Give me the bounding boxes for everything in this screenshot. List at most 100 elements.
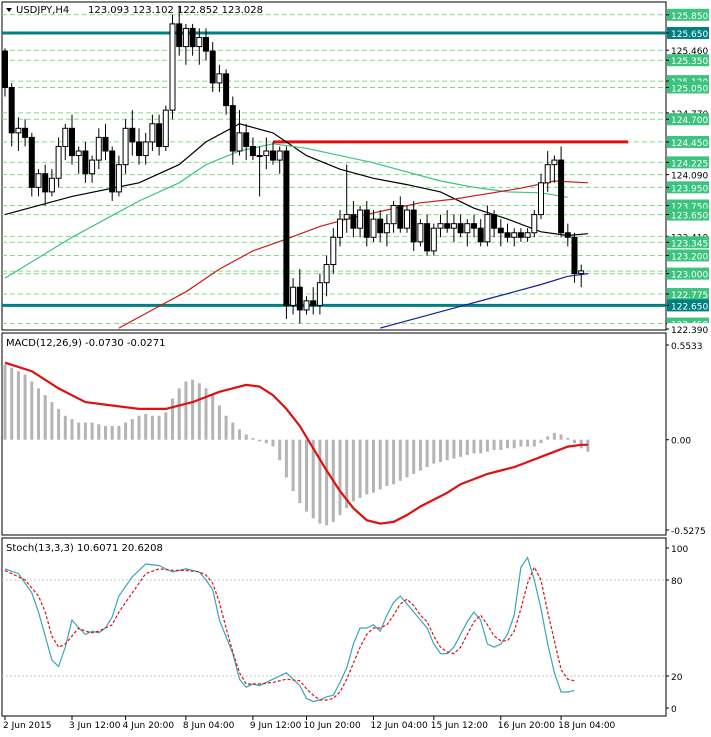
- candle[interactable]: [270, 150, 276, 161]
- candle[interactable]: [397, 205, 404, 229]
- candle[interactable]: [491, 214, 498, 229]
- candle[interactable]: [15, 127, 22, 134]
- macd-histogram-bar: [238, 429, 241, 440]
- candle[interactable]: [524, 232, 531, 238]
- candle[interactable]: [578, 270, 585, 275]
- candle[interactable]: [243, 132, 250, 147]
- candle[interactable]: [102, 136, 109, 152]
- candle[interactable]: [62, 127, 69, 147]
- dropdown-triangle-icon[interactable]: [6, 8, 12, 12]
- candle[interactable]: [236, 132, 243, 152]
- candle[interactable]: [404, 209, 410, 229]
- candle[interactable]: [343, 214, 350, 220]
- candle[interactable]: [571, 236, 578, 275]
- candle[interactable]: [437, 223, 444, 229]
- candle[interactable]: [517, 232, 524, 238]
- candle[interactable]: [115, 164, 122, 193]
- candle[interactable]: [316, 282, 323, 306]
- candle[interactable]: [350, 214, 357, 229]
- candle[interactable]: [330, 236, 337, 266]
- candle[interactable]: [136, 141, 142, 157]
- candle[interactable]: [55, 145, 62, 179]
- candle[interactable]: [216, 73, 223, 84]
- candle[interactable]: [290, 286, 297, 306]
- macd-histogram-bar: [157, 415, 161, 440]
- candle[interactable]: [169, 23, 176, 111]
- candle[interactable]: [28, 136, 35, 188]
- candle[interactable]: [558, 159, 565, 234]
- candle[interactable]: [162, 109, 169, 147]
- candle[interactable]: [303, 300, 310, 311]
- macd-histogram-bar: [372, 439, 375, 493]
- macd-histogram-bar: [559, 434, 563, 440]
- price-tick-label: 125.650: [671, 30, 708, 40]
- candle[interactable]: [323, 264, 330, 284]
- macd-histogram-bar: [539, 439, 543, 444]
- candle[interactable]: [430, 227, 437, 252]
- candle[interactable]: [69, 127, 75, 157]
- candle[interactable]: [35, 173, 42, 188]
- candle[interactable]: [109, 150, 116, 193]
- candle[interactable]: [209, 50, 216, 84]
- candle[interactable]: [357, 209, 364, 229]
- candle[interactable]: [95, 136, 102, 161]
- candle[interactable]: [229, 105, 236, 152]
- candle[interactable]: [484, 214, 491, 243]
- macd-histogram-bar: [217, 405, 221, 440]
- candle[interactable]: [276, 150, 283, 161]
- candle[interactable]: [129, 127, 136, 143]
- candle[interactable]: [551, 159, 558, 166]
- candle[interactable]: [122, 127, 129, 166]
- candle[interactable]: [504, 232, 511, 238]
- candle[interactable]: [249, 145, 256, 157]
- candle[interactable]: [464, 223, 471, 234]
- candle[interactable]: [2, 50, 8, 88]
- candle[interactable]: [8, 86, 15, 134]
- candle[interactable]: [283, 150, 290, 306]
- candle[interactable]: [424, 223, 431, 252]
- candle[interactable]: [296, 286, 303, 311]
- candle[interactable]: [531, 214, 538, 234]
- candle[interactable]: [48, 177, 55, 193]
- candle[interactable]: [256, 155, 263, 158]
- candle[interactable]: [477, 227, 484, 243]
- candle[interactable]: [450, 223, 457, 229]
- candle[interactable]: [203, 37, 209, 52]
- candle[interactable]: [263, 150, 270, 157]
- candle[interactable]: [89, 159, 96, 175]
- candle[interactable]: [377, 218, 384, 234]
- candle[interactable]: [42, 173, 49, 193]
- candle[interactable]: [410, 209, 417, 243]
- candle[interactable]: [337, 218, 343, 238]
- candle[interactable]: [538, 182, 544, 216]
- candle[interactable]: [142, 141, 149, 157]
- candle[interactable]: [497, 227, 504, 234]
- candle[interactable]: [149, 123, 156, 143]
- candle[interactable]: [390, 205, 397, 225]
- candle[interactable]: [370, 218, 377, 238]
- candle[interactable]: [511, 232, 518, 238]
- candle[interactable]: [564, 232, 571, 238]
- candle[interactable]: [223, 73, 230, 107]
- candle[interactable]: [156, 123, 163, 147]
- candle[interactable]: [196, 37, 203, 48]
- candle[interactable]: [82, 150, 89, 175]
- price-label-bg: [667, 168, 709, 181]
- candle[interactable]: [444, 223, 451, 229]
- candle[interactable]: [22, 127, 29, 138]
- candle[interactable]: [189, 27, 196, 48]
- candle[interactable]: [383, 223, 390, 234]
- macd-histogram-bar: [258, 439, 262, 442]
- candle[interactable]: [457, 223, 464, 234]
- candle[interactable]: [544, 164, 551, 184]
- candle[interactable]: [363, 209, 370, 238]
- candle[interactable]: [310, 300, 317, 306]
- candle[interactable]: [75, 150, 82, 157]
- macd-histogram-bar: [492, 439, 496, 450]
- candle[interactable]: [176, 23, 183, 48]
- candle[interactable]: [471, 223, 477, 229]
- candle[interactable]: [182, 27, 189, 48]
- candle[interactable]: [417, 223, 424, 243]
